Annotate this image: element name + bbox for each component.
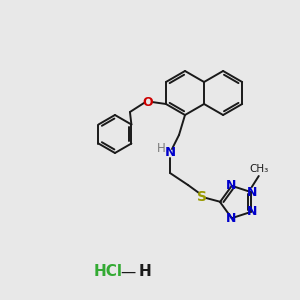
Text: S: S — [197, 190, 207, 204]
Text: N: N — [247, 206, 257, 218]
Text: N: N — [247, 185, 257, 199]
Text: CH₃: CH₃ — [249, 164, 268, 174]
Text: HCl: HCl — [94, 265, 122, 280]
Text: N: N — [226, 179, 236, 192]
Text: N: N — [164, 146, 175, 160]
Text: H: H — [157, 142, 165, 155]
Text: O: O — [142, 95, 153, 109]
Text: —: — — [120, 265, 136, 280]
Text: N: N — [226, 212, 236, 225]
Text: H: H — [139, 265, 152, 280]
